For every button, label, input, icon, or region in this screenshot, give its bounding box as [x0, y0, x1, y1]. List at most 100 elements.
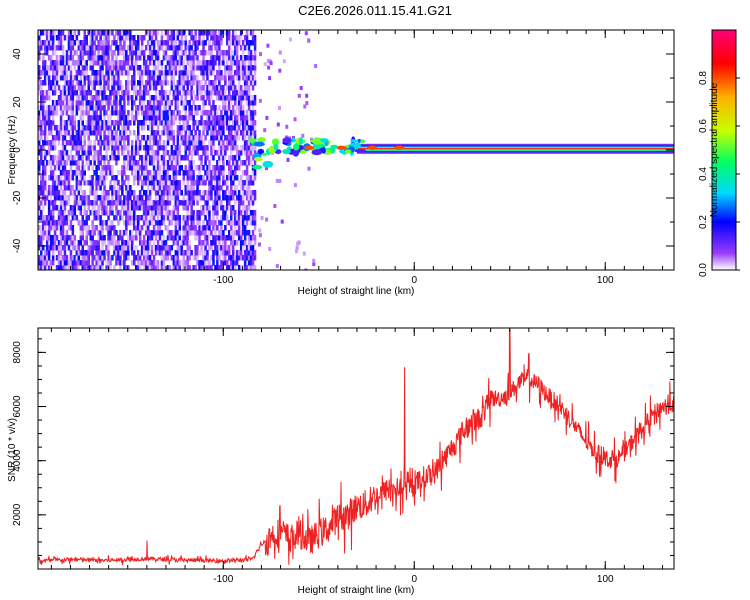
noise-cell	[83, 255, 86, 261]
noise-cell	[214, 130, 217, 136]
noise-cell	[222, 150, 225, 156]
noise-cell	[241, 180, 245, 186]
signal-blob	[248, 138, 257, 143]
noise-cell	[232, 110, 235, 116]
noise-cell	[216, 180, 219, 186]
noise-cell	[144, 120, 148, 126]
noise-speck	[303, 104, 307, 109]
noise-cell	[208, 215, 211, 221]
noise-cell	[99, 200, 102, 206]
noise-cell	[184, 75, 187, 81]
noise-cell	[172, 190, 176, 196]
noise-cell	[55, 55, 59, 61]
noise-cell	[150, 115, 154, 121]
noise-cell	[65, 200, 69, 206]
noise-cell	[220, 235, 223, 241]
noise-cell	[168, 180, 172, 186]
noise-cell	[40, 80, 43, 86]
noise-cell	[75, 105, 79, 111]
noise-cell	[156, 200, 160, 206]
noise-cell	[160, 85, 164, 91]
noise-cell	[204, 70, 207, 76]
noise-cell	[243, 95, 247, 101]
noise-cell	[200, 230, 203, 236]
noise-cell	[49, 220, 53, 226]
noise-cell	[186, 155, 189, 161]
noise-cell	[83, 65, 86, 71]
noise-cell	[208, 115, 211, 121]
noise-cell	[148, 75, 152, 81]
noise-cell	[204, 65, 207, 71]
noise-cell	[186, 230, 189, 236]
noise-cell	[156, 140, 160, 146]
noise-cell	[137, 265, 140, 270]
noise-cell	[59, 65, 63, 71]
noise-cell	[178, 185, 181, 191]
noise-cell	[202, 250, 205, 256]
noise-cell	[129, 45, 132, 51]
noise-cell	[206, 240, 209, 246]
noise-cell	[99, 230, 102, 236]
noise-cell	[239, 100, 243, 106]
noise-cell	[123, 105, 126, 111]
noise-cell	[172, 140, 176, 146]
noise-cell	[135, 170, 138, 176]
noise-cell	[247, 100, 251, 106]
noise-cell	[224, 245, 227, 251]
noise-cell	[160, 120, 164, 126]
noise-cell	[234, 175, 237, 181]
noise-cell	[77, 160, 81, 166]
noise-cell	[160, 195, 164, 201]
noise-cell	[156, 50, 160, 56]
noise-cell	[158, 195, 162, 201]
noise-cell	[115, 200, 118, 206]
noise-cell	[81, 115, 84, 121]
noise-cell	[148, 175, 152, 181]
noise-cell	[156, 40, 160, 46]
noise-cell	[65, 195, 69, 201]
noise-cell	[180, 260, 183, 266]
noise-cell	[162, 265, 166, 270]
noise-cell	[40, 235, 43, 241]
noise-cell	[55, 100, 59, 106]
noise-cell	[113, 100, 116, 106]
noise-cell	[99, 110, 102, 116]
noise-cell	[97, 90, 100, 96]
noise-cell	[91, 145, 94, 151]
noise-cell	[176, 160, 180, 166]
noise-cell	[249, 220, 253, 226]
noise-cell	[214, 170, 217, 176]
noise-cell	[83, 195, 86, 201]
noise-cell	[53, 140, 57, 146]
noise-cell	[204, 60, 207, 66]
noise-cell	[38, 160, 41, 166]
noise-cell	[222, 235, 225, 241]
noise-cell	[87, 135, 90, 141]
noise-cell	[206, 250, 209, 256]
noise-cell	[93, 225, 96, 231]
noise-cell	[206, 195, 209, 201]
noise-cell	[65, 140, 69, 146]
noise-cell	[133, 200, 136, 206]
noise-cell	[91, 200, 94, 206]
noise-cell	[158, 110, 162, 116]
noise-cell	[230, 180, 233, 186]
noise-cell	[243, 215, 247, 221]
noise-cell	[43, 60, 47, 66]
noise-cell	[241, 185, 245, 191]
noise-cell	[239, 70, 243, 76]
noise-cell	[47, 205, 51, 211]
signal-blob	[320, 138, 329, 143]
noise-cell	[214, 55, 217, 61]
noise-cell	[131, 165, 134, 171]
noise-cell	[178, 150, 181, 156]
noise-cell	[228, 170, 231, 176]
noise-cell	[224, 105, 227, 111]
noise-cell	[129, 120, 132, 126]
noise-cell	[186, 140, 189, 146]
noise-cell	[230, 140, 233, 146]
noise-cell	[198, 230, 201, 236]
noise-cell	[144, 80, 148, 86]
noise-cell	[158, 115, 162, 121]
noise-cell	[206, 95, 209, 101]
